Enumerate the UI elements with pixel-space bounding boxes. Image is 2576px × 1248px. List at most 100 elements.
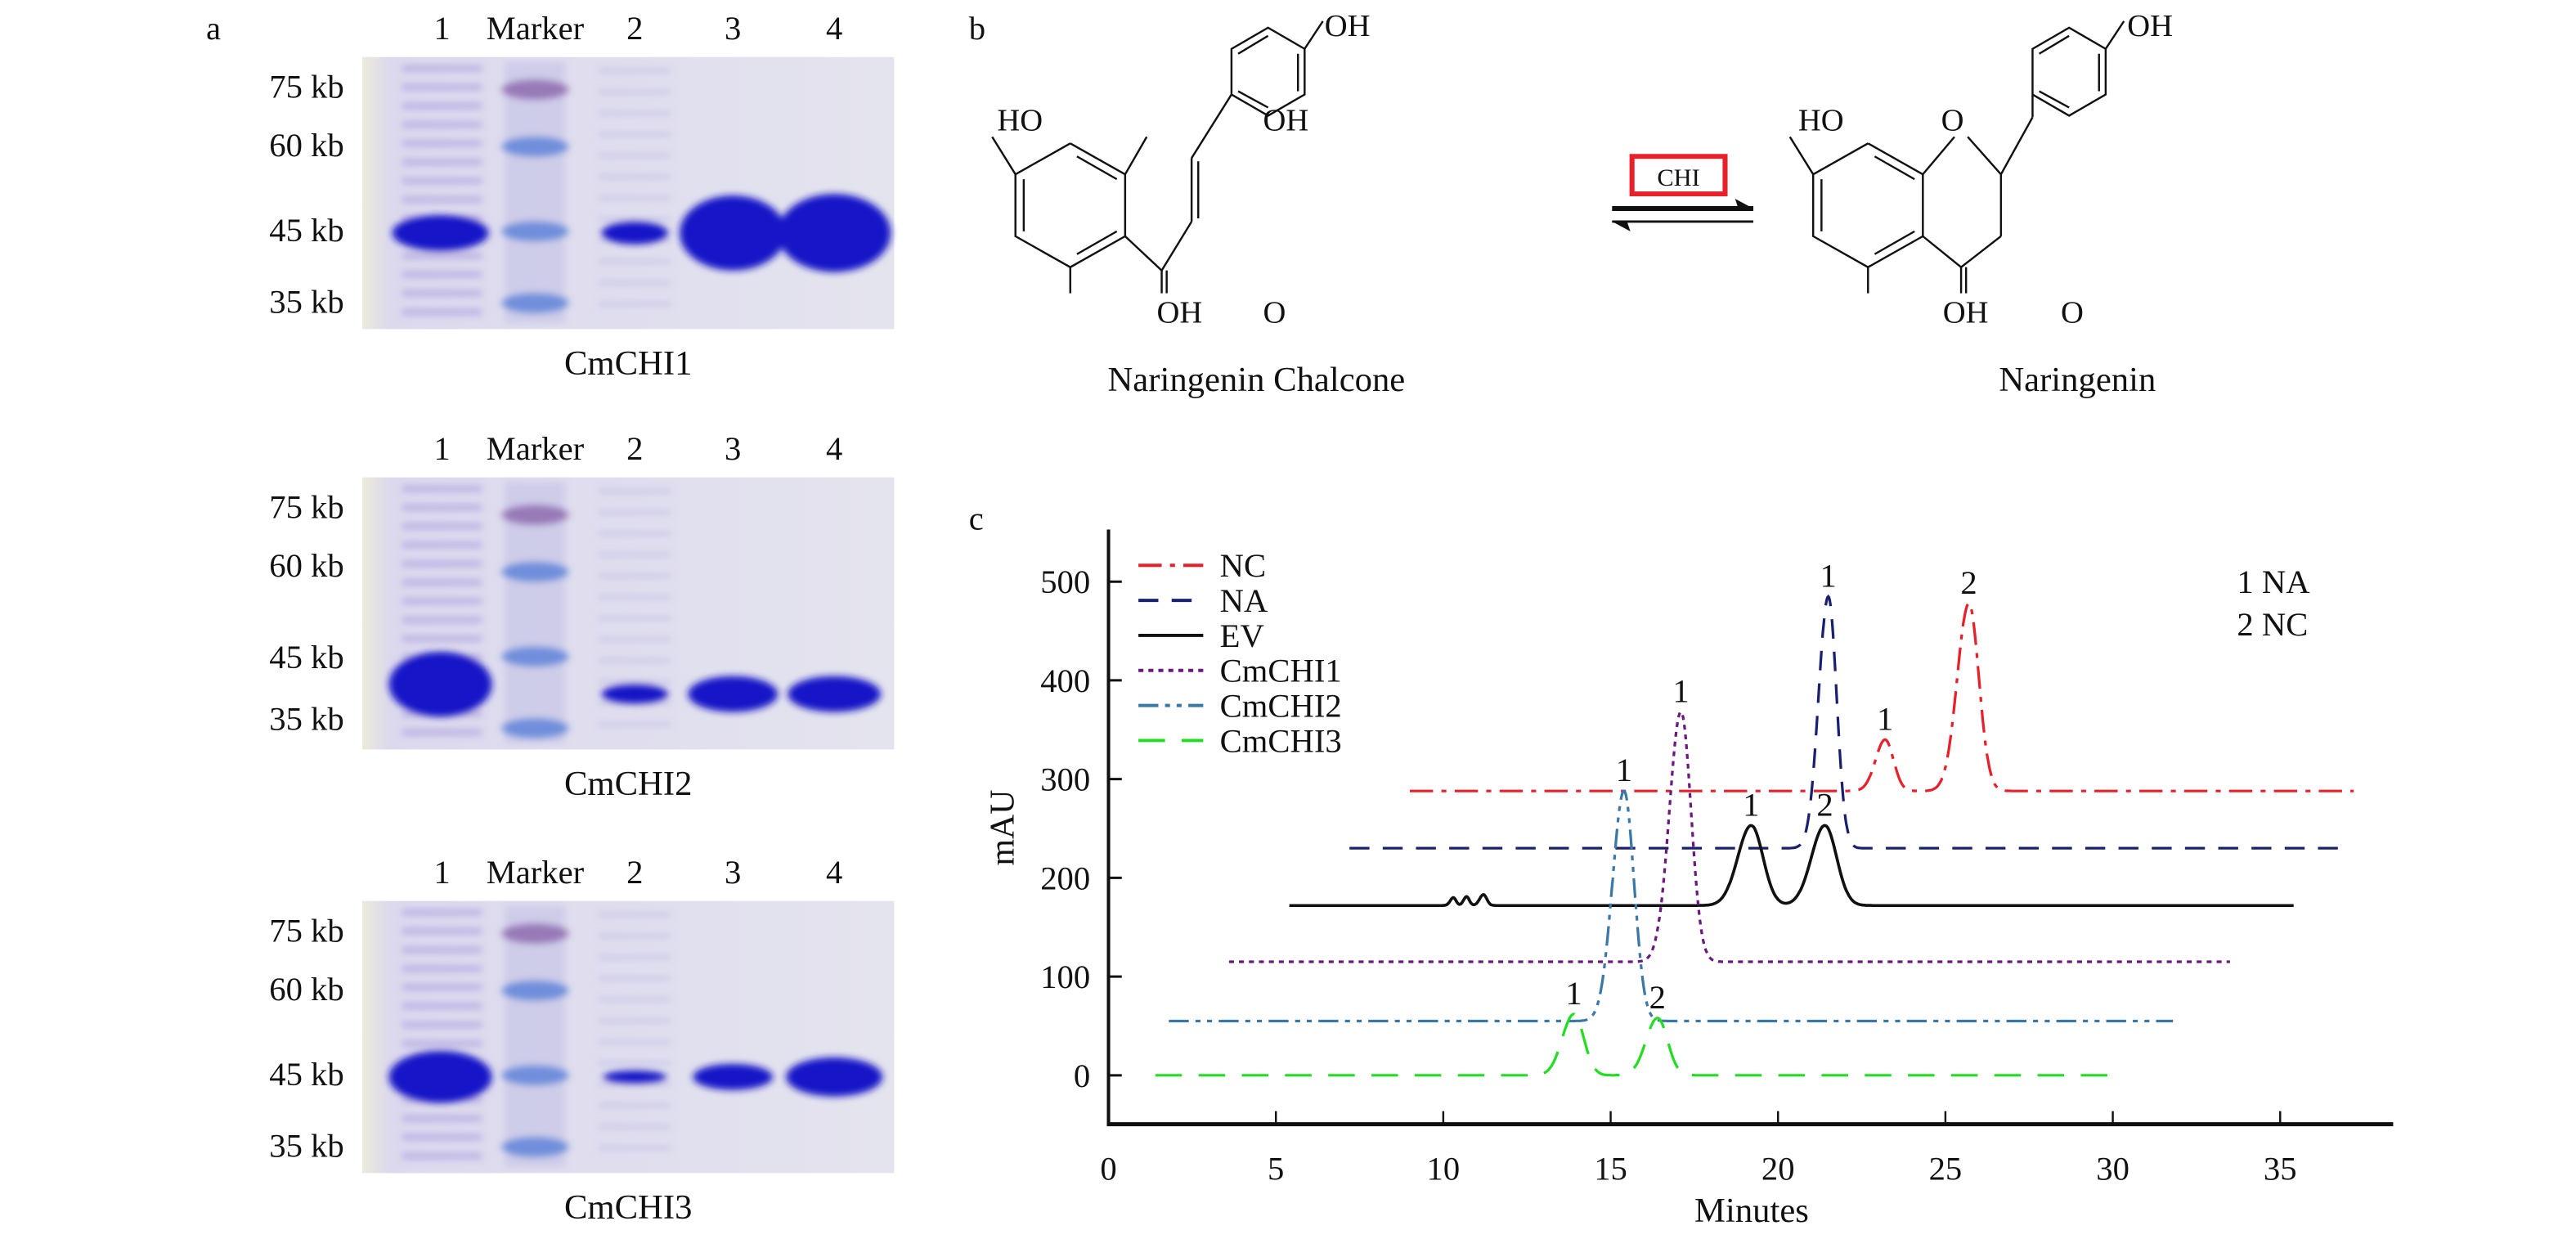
protein-band [693,1063,773,1090]
legend-label-na: NA [1220,582,1268,619]
size-marker-label: 75 kb [269,489,343,526]
enzyme-label: CHI [1657,164,1699,191]
lane-label: Marker [487,854,585,891]
panel-label-c: c [969,501,984,537]
x-tick-label: 15 [1594,1151,1627,1187]
legend-label-nc: NC [1220,548,1266,585]
peak-label: 1 [1672,673,1689,710]
naringenin-structure [1788,20,2125,294]
lane-label: 1 [433,10,450,47]
chart-axes: 0 100 200 300 400 500 0 5 10 15 20 25 30 35 [1040,529,2394,1187]
product-o-ring: O [1941,104,1964,138]
peak-label: 1 [1820,558,1836,595]
protein-band [788,676,882,712]
y-tick-label: 300 [1040,761,1090,798]
substrate-oh-bottom: OH [1156,296,1202,330]
gel-image [362,900,895,1174]
size-marker-label: 35 kb [269,701,343,738]
trace-cmchi1 [1228,710,2230,963]
product-name: Naringenin [1999,361,2156,399]
gel-title: CmCHI2 [564,765,692,804]
reaction-scheme [991,20,2125,294]
legend-label-ev: EV [1220,617,1264,654]
substrate-name: Naringenin Chalcone [1108,361,1406,399]
lane-label: 4 [826,430,842,467]
peak-label: 1 [1877,701,1893,738]
size-marker-label: 60 kb [269,548,343,585]
protein-band [392,214,489,251]
annotation-key-2: 2 NC [2237,606,2308,643]
x-tick-label: 5 [1268,1151,1284,1187]
protein-band [388,651,492,717]
product-o-bottom: O [2061,296,2084,330]
y-tick-label: 0 [1074,1057,1090,1094]
legend-label-cmchi3: CmCHI3 [1220,723,1342,760]
product-ho-left: HO [1798,104,1844,138]
peak-label: 2 [1649,979,1666,1016]
peak-label: 1 [1616,752,1632,789]
x-tick-label: 30 [2096,1151,2129,1187]
substrate-o-bottom: O [1263,296,1286,330]
annotation-key-1: 1 NA [2237,564,2309,601]
substrate-ho-left: HO [997,104,1043,138]
product-oh-bottom: OH [1943,296,1989,330]
reaction-labels: OH HO OH OH O OH HO O OH O [997,9,2173,330]
gel-panel-3: 1 Marker 2 3 4 75 kb 60 kb 45 kb 35 kb CmCHI3 [269,854,895,1228]
lane-label: 4 [826,854,842,891]
protein-band [688,676,779,712]
lane-label: Marker [487,430,585,467]
substrate-oh-mid: OH [1263,104,1309,138]
panel-label-b: b [969,10,985,47]
protein-band [603,1070,666,1084]
size-marker-label: 60 kb [269,972,343,1008]
peak-label: 1 [1565,975,1582,1012]
size-marker-label: 60 kb [269,128,343,164]
legend-label-cmchi1: CmCHI1 [1220,653,1342,689]
size-marker-label: 45 kb [269,212,343,249]
gel-panel-1: 1 Marker 2 3 4 75 kb 60 kb 45 kb 35 kb CmCHI1 [269,10,895,383]
trace-ev [1289,824,2294,908]
chart-traces: 1 2 1 1 2 1 1 1 2 [1155,558,2354,1077]
lane-label: 2 [626,430,643,467]
protein-band [778,194,891,272]
trace-nc [1409,601,2354,792]
x-tick-label: 0 [1100,1151,1116,1187]
protein-band [680,195,787,271]
x-tick-label: 20 [1761,1151,1795,1187]
peak-label: 1 [1743,787,1759,824]
size-marker-label: 45 kb [269,1056,343,1093]
trace-cmchi2 [1169,789,2174,1023]
y-tick-label: 200 [1040,860,1090,897]
naringenin-chalcone-structure [991,20,1324,294]
lane-label: 3 [725,10,741,47]
substrate-oh-top: OH [1325,9,1371,43]
size-marker-label: 75 kb [269,913,343,949]
x-axis-label: Minutes [1694,1192,1809,1230]
gel-panels: 1 Marker 2 3 4 75 kb 60 kb 45 kb 35 kb CmCHI1 1 Mar… [269,10,895,1228]
y-tick-label: 500 [1040,564,1090,601]
trace-cmchi3 [1155,1012,2113,1077]
lane-label: 1 [433,430,450,467]
peak-label: 2 [1816,787,1833,824]
lane-label: 2 [626,10,643,47]
size-marker-label: 75 kb [269,69,343,105]
gel-panel-2: 1 Marker 2 3 4 75 kb 60 kb 45 kb 35 kb CmCHI2 [269,430,895,804]
hplc-chromatogram: 0 100 200 300 400 500 0 5 10 15 20 25 30 35 1 2 1 1 2 1 1 1 2… [983,529,2394,1230]
trace-na [1349,594,2348,850]
gel-title: CmCHI3 [564,1189,692,1228]
legend-label-cmchi2: CmCHI2 [1220,688,1342,725]
panel-label-a: a [206,10,221,47]
protein-band [601,684,668,704]
protein-band [388,1050,492,1103]
enzyme-box [1629,154,1728,197]
size-marker-label: 45 kb [269,639,343,676]
x-tick-label: 25 [1929,1151,1963,1187]
protein-band [601,221,668,245]
y-tick-label: 100 [1040,958,1090,995]
size-marker-label: 35 kb [269,1128,343,1165]
gel-image [362,56,895,330]
lane-label: 3 [725,854,741,891]
y-tick-label: 400 [1040,662,1090,699]
